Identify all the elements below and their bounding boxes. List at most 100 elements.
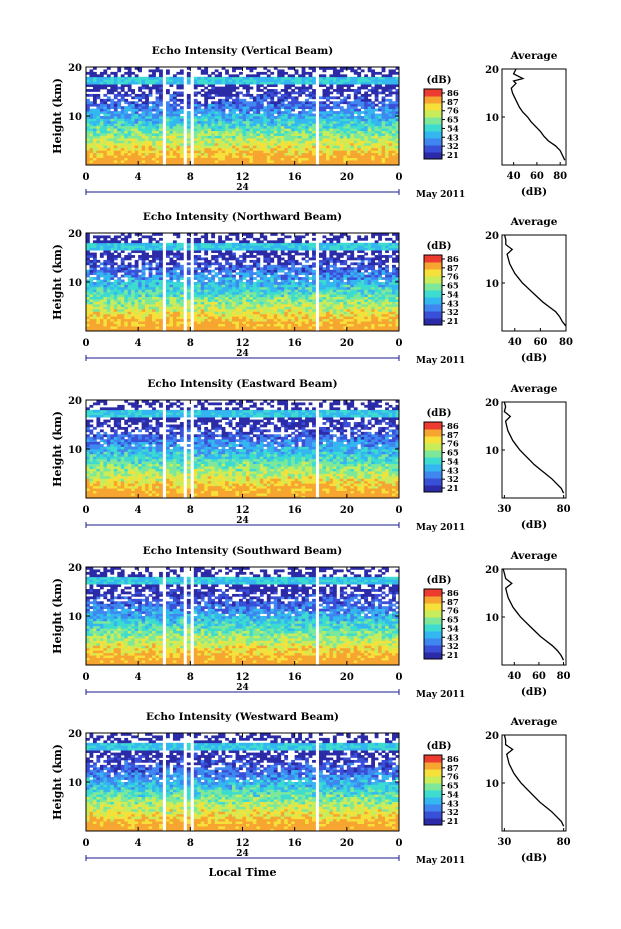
heatmap-cell	[211, 128, 216, 132]
heatmap-cell	[388, 116, 393, 119]
heatmap-cell	[169, 304, 174, 307]
heatmap-cell	[86, 93, 90, 97]
heatmap-cell	[127, 272, 132, 275]
heatmap-cell	[225, 235, 229, 239]
heatmap-cell	[117, 130, 122, 134]
heatmap-cell	[287, 235, 292, 239]
heatmap-cell	[312, 138, 316, 141]
heatmap-cell	[266, 296, 271, 300]
heatmap-cell	[343, 108, 348, 112]
heatmap-cell	[287, 306, 292, 310]
heatmap-cell	[141, 157, 146, 161]
heatmap-cell	[218, 284, 222, 288]
heatmap-cell	[350, 79, 355, 83]
heatmap-cell	[270, 91, 275, 95]
heatmap-cell	[395, 108, 400, 112]
heatmap-cell	[110, 267, 115, 271]
heatmap-cell	[117, 128, 122, 132]
heatmap-cell	[298, 125, 302, 129]
heatmap-cell	[339, 123, 344, 127]
heatmap-cell	[232, 233, 236, 236]
heatmap-cell	[371, 140, 376, 144]
heatmap-cell	[127, 326, 132, 329]
heatmap-cell	[165, 284, 170, 288]
heatmap-cell	[350, 128, 355, 132]
heatmap-cell	[214, 299, 219, 302]
heatmap-cell	[131, 96, 136, 100]
heatmap-cell	[186, 118, 191, 122]
heatmap-cell	[235, 245, 240, 249]
heatmap-cell	[186, 147, 191, 151]
heatmap-cell	[186, 135, 191, 139]
heatmap-cell	[256, 116, 261, 119]
heatmap-cell	[96, 93, 101, 97]
heatmap-cell	[284, 321, 289, 324]
heatmap-cell	[284, 272, 289, 275]
heatmap-cell	[207, 279, 212, 283]
heatmap-cell	[159, 294, 163, 298]
heatmap-cell	[266, 157, 271, 161]
heatmap-cell	[176, 299, 181, 302]
heatmap-cell	[141, 79, 146, 83]
heatmap-cell	[242, 162, 247, 166]
heatmap-cell	[339, 67, 344, 70]
heatmap-cell	[148, 86, 153, 90]
heatmap-cell	[172, 308, 177, 312]
heatmap-cell	[259, 296, 264, 300]
heatmap-cell	[218, 282, 222, 285]
heatmap-cell	[169, 79, 174, 83]
heatmap-cell	[232, 130, 236, 134]
heatmap-cell	[176, 86, 181, 90]
heatmap-cell	[270, 318, 275, 322]
heatmap-cell	[259, 321, 264, 324]
heatmap-cell	[113, 113, 118, 117]
heatmap-cell	[89, 323, 94, 327]
heatmap-cell	[249, 289, 254, 293]
heatmap-cell	[99, 123, 104, 127]
heatmap-cell	[141, 277, 146, 280]
heatmap-cell	[221, 316, 226, 320]
heatmap-cell	[141, 147, 146, 151]
heatmap-cell	[270, 89, 275, 92]
heatmap-cell	[86, 84, 90, 87]
heatmap-cell	[193, 98, 198, 102]
heatmap-cell	[298, 89, 302, 92]
heatmap-cell	[228, 111, 233, 114]
heatmap-cell	[96, 89, 101, 92]
colorbar-segment	[424, 138, 442, 146]
heatmap-cell	[277, 116, 282, 119]
heatmap-cell	[256, 313, 261, 317]
heatmap-cell	[221, 150, 226, 154]
heatmap-cell	[172, 274, 177, 278]
heatmap-cell	[343, 155, 348, 158]
heatmap-cell	[86, 101, 90, 105]
heatmap-cell	[332, 118, 337, 122]
heatmap-cell	[152, 267, 156, 271]
heatmap-cell	[385, 123, 389, 127]
heatmap-cell	[378, 91, 382, 95]
heatmap-cell	[277, 96, 282, 100]
heatmap-cell	[343, 89, 348, 92]
heatmap-cell	[134, 289, 139, 293]
heatmap-cell	[239, 296, 243, 300]
heatmap-cell	[117, 308, 122, 312]
heatmap-cell	[103, 93, 108, 97]
heatmap-cell	[280, 106, 285, 109]
heatmap-cell	[207, 272, 212, 275]
heatmap-cell	[232, 89, 236, 92]
heatmap-cell	[392, 71, 396, 75]
heatmap-cell	[395, 98, 400, 102]
heatmap-cell	[89, 328, 94, 332]
heatmap-cell	[350, 69, 355, 73]
heatmap-cell	[280, 79, 285, 83]
heatmap-cell	[235, 259, 240, 263]
colorbar-tick-label: 32	[447, 142, 459, 152]
heatmap-cell	[367, 128, 372, 132]
heatmap-cell	[200, 301, 205, 305]
heatmap-cell	[141, 128, 146, 132]
heatmap-cell	[232, 313, 236, 317]
heatmap-cell	[197, 328, 202, 332]
heatmap-cell	[96, 313, 101, 317]
heatmap-cell	[245, 101, 250, 105]
heatmap-cell	[172, 138, 177, 141]
